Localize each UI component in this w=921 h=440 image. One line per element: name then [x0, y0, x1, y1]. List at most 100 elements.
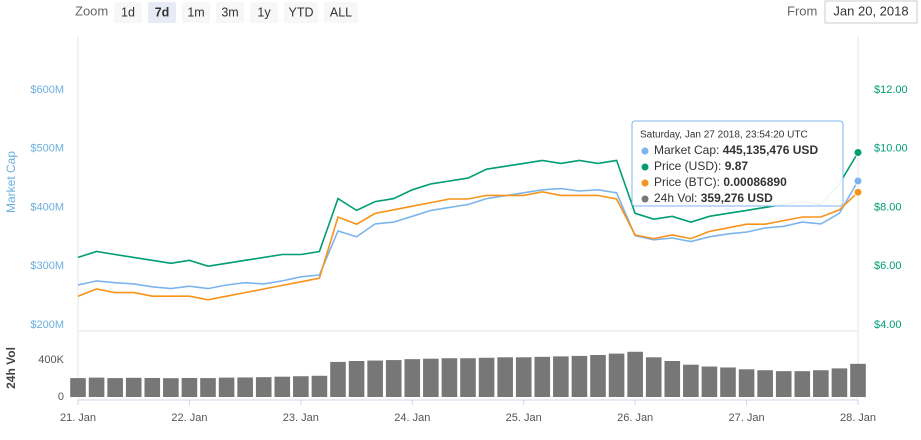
y2-tick-label: $4.00 — [874, 319, 902, 331]
volume-bar — [850, 363, 866, 397]
series-line — [77, 190, 859, 301]
series-line — [77, 152, 859, 268]
y-tick-label: $500M — [30, 143, 64, 155]
zoom-button-bg — [216, 2, 244, 23]
from-label: From — [787, 3, 817, 18]
volume-bar — [70, 378, 86, 397]
volume-bar — [515, 357, 532, 397]
zoom-button-label[interactable]: 1d — [121, 5, 135, 19]
volume-bar — [144, 377, 161, 397]
tooltip-title: Saturday, Jan 27 2018, 23:54:20 UTC — [640, 130, 808, 141]
tooltip-value: 445,135,476 USD — [723, 143, 819, 157]
zoom-button-label[interactable]: ALL — [330, 5, 352, 19]
y-tick-label: $600M — [30, 84, 64, 96]
volume-bar — [831, 368, 848, 397]
tooltip-box — [631, 120, 844, 207]
zoom-button-bg — [182, 2, 210, 23]
zoom-button[interactable]: 1m — [182, 2, 210, 23]
y-tick-label: $200M — [30, 319, 64, 331]
volume-axis-title: 24h Vol — [4, 347, 18, 389]
zoom-button-label[interactable]: 1y — [257, 5, 271, 19]
volume-bar — [701, 366, 718, 397]
volume-bar — [571, 355, 588, 397]
tooltip-row: Price (USD): 9.87 — [654, 159, 748, 173]
volume-tick-label: 400K — [38, 354, 64, 366]
tooltip-dot — [641, 163, 649, 171]
zoom-button[interactable]: YTD — [284, 2, 318, 23]
zoom-button[interactable]: ALL — [324, 2, 358, 23]
zoom-label: Zoom — [75, 3, 108, 18]
from-value[interactable]: Jan 20, 2018 — [833, 3, 908, 18]
zoom-button-label[interactable]: 1m — [187, 5, 204, 19]
volume-bar — [404, 359, 421, 397]
zoom-button-bg — [250, 2, 278, 23]
tooltip-label: Price (USD): — [654, 159, 721, 173]
zoom-button[interactable]: 7d — [148, 2, 176, 23]
tooltip-row: Price (BTC): 0.00086890 — [654, 175, 787, 189]
volume-bar — [348, 361, 365, 397]
volume-bar — [553, 356, 569, 397]
tooltip-label: Market Cap: — [654, 143, 719, 157]
volume-bar — [255, 377, 272, 397]
zoom-button[interactable]: 3m — [216, 2, 244, 23]
volume-bar — [181, 377, 198, 397]
volume-tick-label: 0 — [58, 391, 64, 403]
tooltip-value: 359,276 USD — [701, 191, 773, 205]
zoom-button-bg — [148, 2, 176, 23]
volume-bar — [757, 370, 773, 397]
volume-bar — [664, 361, 681, 397]
volume-bar — [738, 369, 755, 397]
y-tick-label: $300M — [30, 260, 64, 272]
volume-bar — [478, 357, 495, 397]
volume-bar — [330, 361, 346, 397]
hover-marker — [853, 176, 863, 186]
volume-bar — [720, 367, 736, 397]
zoom-button-bg — [324, 2, 358, 23]
zoom-button[interactable]: 1y — [250, 2, 278, 23]
tooltip: Saturday, Jan 27 2018, 23:54:20 UTC Marke… — [631, 120, 844, 207]
volume-bar — [794, 371, 811, 397]
volume-bar — [200, 378, 216, 397]
hover-marker — [853, 147, 863, 157]
tooltip-dot — [641, 179, 649, 187]
volume-bar — [608, 353, 625, 397]
volume-bar — [163, 378, 179, 397]
from-input[interactable] — [824, 0, 918, 24]
volume-bar — [423, 358, 439, 397]
tooltip-row: 24h Vol: 359,276 USD — [654, 191, 773, 205]
zoom-button-bg — [284, 2, 318, 23]
tooltip-dot — [641, 147, 649, 155]
volume-bar — [385, 360, 402, 397]
y2-tick-label: $10.00 — [874, 143, 908, 155]
volume-bar — [88, 377, 105, 397]
volume-bar — [107, 378, 123, 397]
y-tick-label: $400M — [30, 201, 64, 213]
volume-bar — [293, 376, 309, 397]
volume-bar — [683, 364, 699, 397]
hover-marker — [853, 187, 863, 197]
y2-tick-label: $8.00 — [874, 201, 902, 213]
y2-tick-label: $6.00 — [874, 260, 902, 272]
volume-bar — [627, 351, 643, 397]
zoom-button-label[interactable]: 7d — [155, 5, 170, 19]
volume-bar — [590, 355, 606, 397]
x-tick-label: 21. Jan — [60, 412, 96, 424]
volume-bar — [775, 371, 792, 397]
volume-bar — [534, 356, 551, 397]
tooltip-value: 0.00086890 — [723, 175, 787, 189]
zoom-button-label[interactable]: 3m — [221, 5, 238, 19]
volume-bar — [460, 358, 476, 397]
volume-bar — [274, 376, 291, 397]
x-tick-label: 26. Jan — [617, 412, 653, 424]
volume-bar — [218, 377, 235, 397]
volume-bar — [367, 360, 383, 397]
x-tick-label: 28. Jan — [840, 412, 876, 424]
volume-bar — [645, 357, 662, 397]
zoom-button-label[interactable]: YTD — [289, 5, 314, 19]
zoom-button[interactable]: 1d — [114, 2, 142, 23]
volume-bar — [497, 357, 513, 397]
tooltip-label: Price (BTC): — [654, 175, 720, 189]
y-axis-title: Market Cap — [4, 151, 18, 213]
volume-bar — [125, 377, 142, 397]
